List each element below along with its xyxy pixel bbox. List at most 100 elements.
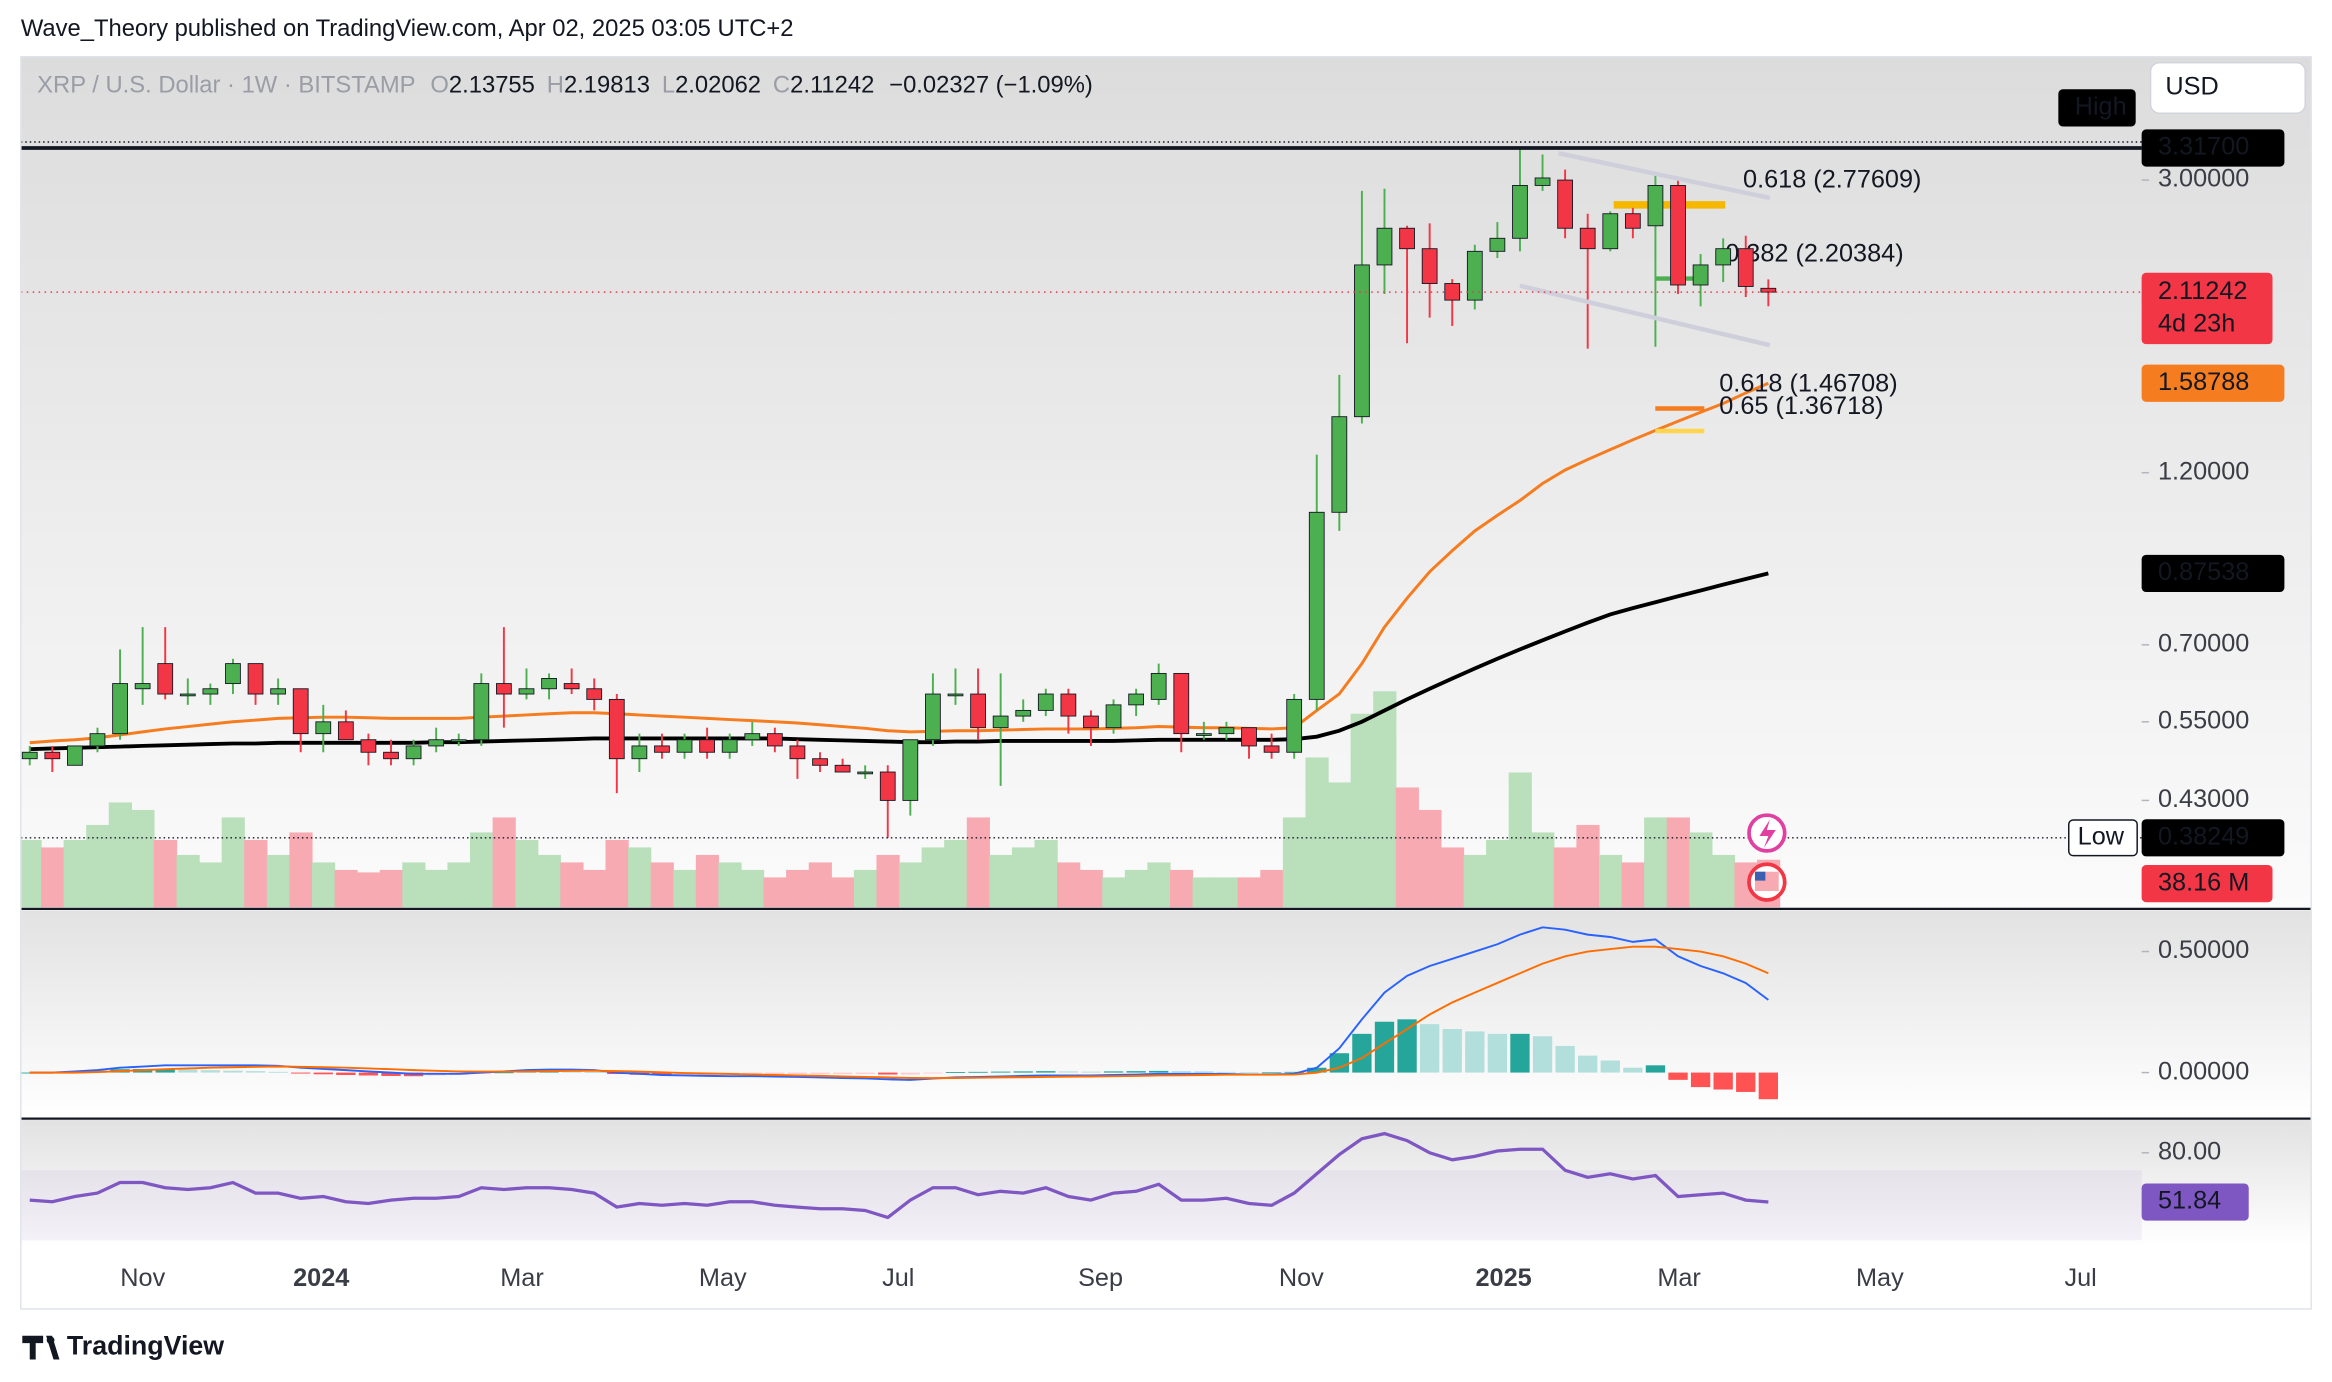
macd-histogram-bar (1284, 1071, 1304, 1073)
candle-body (496, 683, 512, 695)
macd-histogram-bar (1713, 1072, 1733, 1090)
volume-bar (176, 854, 200, 908)
candle-body (1692, 264, 1709, 286)
macd-histogram-bar (1126, 1071, 1146, 1073)
macd-histogram-bar (1081, 1071, 1101, 1073)
x-tick-label: Nov (120, 1264, 165, 1292)
candle-body (654, 745, 670, 753)
candle-body (925, 693, 941, 741)
macd-histogram-bar (1261, 1072, 1282, 1074)
macd-histogram-bar (878, 1072, 898, 1075)
candle-body (1624, 213, 1641, 229)
chart-frame (20, 55, 2312, 1310)
volume-bar (944, 839, 968, 908)
volume-bar (853, 869, 878, 908)
lightning-icon (1759, 819, 1776, 848)
candle-body (1557, 179, 1574, 229)
ma-price-badge (2141, 554, 2285, 593)
volume-bar (650, 862, 674, 908)
macd-line (29, 926, 1769, 1081)
x-tick-label: Mar (1657, 1264, 1701, 1292)
macd-histogram-bar (652, 1072, 672, 1076)
candle-body (1715, 248, 1732, 266)
candle-body (1602, 213, 1619, 250)
candle-body (541, 678, 557, 690)
volume-bar (311, 862, 336, 908)
rsi-pane (20, 1120, 2312, 1247)
rsi-line (29, 1131, 1769, 1220)
volume-bar (786, 869, 810, 908)
candle-body (766, 733, 783, 747)
macd-histogram-bar (1690, 1072, 1711, 1088)
macd-histogram-bar (832, 1072, 853, 1075)
macd-histogram-bar (1668, 1072, 1688, 1080)
channel-line (1558, 151, 1771, 201)
candle-body (1444, 283, 1461, 301)
macd-pane (20, 910, 2312, 1119)
candle-body (1105, 704, 1122, 729)
volume-bar (515, 839, 539, 908)
candle-body (1760, 287, 1777, 293)
last-price-label: 4d 23h (2158, 309, 2235, 337)
macd-histogram-bar (223, 1070, 243, 1073)
high-price-badge (2141, 129, 2285, 167)
x-tick-label: Jul (882, 1264, 914, 1292)
candle-body (1015, 709, 1032, 717)
macd-histogram-bar (1555, 1045, 1575, 1073)
ohlc-value: 2.13755 (449, 72, 535, 99)
high-tag-label: High (2075, 93, 2127, 121)
symbol: XRP / U.S. Dollar · 1W · BITSTAMP (37, 72, 415, 99)
volume-bar (1666, 817, 1690, 908)
volume-bar (1373, 691, 1397, 908)
candle-body (1150, 672, 1167, 700)
volume-bar (63, 839, 87, 908)
macd-histogram-bar (1239, 1072, 1259, 1074)
candle-body (67, 745, 83, 766)
volume-bar (1169, 869, 1194, 908)
macd-histogram-bar (1149, 1070, 1169, 1073)
volume-bar (1576, 824, 1600, 908)
ohlc-prefix: C (773, 72, 790, 99)
volume-bar (1282, 817, 1307, 908)
candle-body (383, 751, 399, 760)
volume-bar (921, 847, 945, 908)
volume-bar (1034, 839, 1058, 908)
volume-bar (447, 862, 471, 908)
macd-histogram-bar (381, 1072, 401, 1076)
macd-histogram-bar (855, 1072, 875, 1075)
macd-tick-label: 0.00000 (2158, 1057, 2249, 1085)
candle-body (1037, 693, 1054, 711)
candle-body (1286, 698, 1303, 753)
macd-histogram-bar (945, 1072, 966, 1073)
volume-last-label: 38.16 M (2158, 868, 2249, 896)
candle-body (225, 663, 241, 685)
macd-histogram-bar (1329, 1053, 1349, 1073)
macd-histogram-bar (1510, 1033, 1530, 1073)
candle-body (992, 715, 1009, 729)
volume-bar (673, 869, 697, 908)
rsi-last-badge (2141, 1183, 2249, 1221)
currency-label[interactable]: USD (2165, 73, 2218, 101)
candle-body (1128, 693, 1145, 706)
volume-bar (1350, 713, 1374, 908)
macd-histogram-bar (1623, 1067, 1643, 1073)
candle-body (834, 764, 851, 773)
macd-histogram-bar (1013, 1071, 1033, 1073)
ohlc-value: 2.19813 (564, 72, 650, 99)
volume-bar (424, 869, 449, 908)
macd-histogram-bar (900, 1072, 920, 1075)
y-tick-label: 0.55000 (2158, 706, 2249, 734)
flag-canton (1754, 871, 1766, 881)
macd-histogram-bar (810, 1072, 830, 1075)
macd-histogram-bar (1374, 1021, 1395, 1073)
volume-bar (1463, 854, 1487, 908)
macd-histogram-bar (787, 1072, 808, 1075)
macd-histogram-bar (584, 1072, 604, 1073)
currency-button[interactable] (2149, 61, 2306, 114)
candle-body (631, 745, 648, 760)
volume-bar (1395, 787, 1419, 908)
candle-body (676, 739, 693, 753)
macd-histogram-bar (1442, 1029, 1462, 1073)
